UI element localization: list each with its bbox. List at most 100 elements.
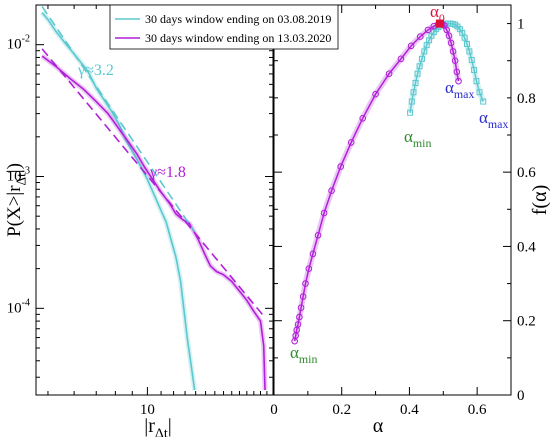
right-series-1-point [480,98,487,105]
right-series-1-point [461,34,468,41]
right-series-1-point [416,63,423,70]
left-ytick-label-exp: -4 [22,297,30,308]
right-series-1-point [463,41,470,47]
right-series-2-point [296,313,303,321]
left-fit-2 [41,48,266,319]
left-ytick-label-base: 10 [7,37,22,53]
right-series-1-point [412,80,419,86]
right-series-1-point [466,48,473,55]
right-ytick-label: 1 [517,17,525,33]
left-ylabel-end: |) [4,163,25,173]
right-series-2-point [455,77,462,85]
right-annotation-alpha-4-sub: min [413,136,432,150]
right-series-1-point [421,48,428,55]
left-ytick-label-exp: -2 [22,34,30,45]
right-series-2-point [297,304,305,312]
right-annotation-alpha-5: αmax [479,108,508,131]
right-annotation-alpha-3: αmax [445,78,474,101]
right-series-2-point [294,321,302,328]
right-annotation-alpha-4: αmin [404,127,431,150]
right-series-1-point [408,98,415,105]
left-xtick-label: 10 [140,402,155,418]
right-alpha0-marker [435,19,444,28]
right-ytick-label: 0 [517,388,525,404]
right-series-2-point [299,293,307,300]
right-series-2-point [314,231,322,239]
legend-label-2: 30 days window ending on 13.03.2020 [145,31,331,45]
left-xlabel-end: | [168,415,172,437]
right-series-2-point [328,187,335,195]
right-series-2-point [337,163,344,170]
right-xtick-label: 0 [270,402,278,418]
right-series-2-point [372,90,379,98]
right-annotation-alpha-2: αmin [290,343,317,366]
right-series-2-point [359,114,367,122]
right-series-2-point [302,280,309,287]
right-series-2-point [447,39,455,47]
left-xlabel: |rΔt| [144,415,172,437]
right-series-2-band [291,20,462,342]
right-annotation-alpha-2-sub: min [299,352,318,366]
left-series-2-band [40,54,268,391]
right-series-2-point [385,70,393,78]
left-series-1-line [41,12,196,391]
right-series-2-point [449,48,457,55]
right-axes-frame [273,4,512,396]
left-annotation-gamma-1: γ≈3.2 [77,62,114,79]
right-series-1-point [407,109,414,116]
right-annotation-alpha-1-sub: 0 [439,11,445,25]
left-panel: 10-210-310-410|rΔt|P(X>|rΔt|)γ≈3.2γ≈1.8 [4,4,274,437]
right-annotation-alpha-1-main: α [430,2,439,21]
right-series-2-point [453,68,461,76]
left-series-1-band [40,10,198,391]
left-ytick-label: 10-4 [7,297,30,316]
right-xtick-label: 0.4 [400,402,419,418]
right-series-2-line [293,22,460,342]
left-ylabel-sub: Δt [13,173,28,186]
right-annotation-alpha-5-sub: max [488,117,509,131]
left-ylabel-main: P(X>|r [4,185,25,237]
legend-box [109,4,339,50]
right-ytick-label: 0.4 [517,239,536,255]
right-annotation-alpha-1: α0 [430,2,445,25]
right-series-2-point [416,33,424,40]
right-series-1-point [414,70,421,77]
right-series-1-point [471,67,478,73]
right-annotation-alpha-4-main: α [404,127,413,146]
right-series-1-point [473,78,480,85]
right-ytick-label: 0.6 [517,165,536,181]
left-annotation-gamma-2: γ≈1.8 [149,164,186,181]
right-series-2-point [347,139,355,146]
legend-label-1: 30 days window ending on 03.08.2019 [145,12,331,26]
right-xtick-label: 0.6 [468,402,487,418]
right-xtick-label: 0.2 [332,402,351,418]
right-ytick-label: 0.8 [517,91,536,107]
right-series-1-point [418,55,425,62]
right-series-1-point [468,56,475,63]
right-series-2-point [424,26,432,34]
left-ytick-label-exp: -3 [22,166,30,177]
right-annotation-alpha-5-main: α [479,108,488,127]
left-ytick-label-base: 10 [7,300,22,316]
right-series-2-point [397,55,405,63]
right-annotation-alpha-3-main: α [445,78,454,97]
left-ylabel: P(X>|rΔt|) [4,163,28,237]
right-series-2-point [309,250,317,258]
right-panel: 0 0.2 0.4 0.600.20.40.60.81αf(α)α0αminαmaxα… [270,2,550,437]
right-annotation-alpha-3-sub: max [454,87,475,101]
right-series-2-point [320,209,328,217]
right-ytick-label: 0.2 [517,314,536,330]
right-series-2-point [451,57,459,65]
left-series-2-line [41,55,266,391]
left-fit-1 [41,6,196,233]
right-series-1-point [410,89,417,96]
left-ytick-label-base: 10 [7,169,22,185]
right-series-2-point [305,265,313,273]
left-xlabel-sub: Δt [155,427,168,437]
left-ytick-label: 10-2 [7,34,30,53]
right-annotation-alpha-2-main: α [290,343,299,362]
right-series-2-point [443,26,450,34]
right-series-2-point [445,32,453,40]
legend: 30 days window ending on 03.08.2019 30 d… [109,4,339,50]
